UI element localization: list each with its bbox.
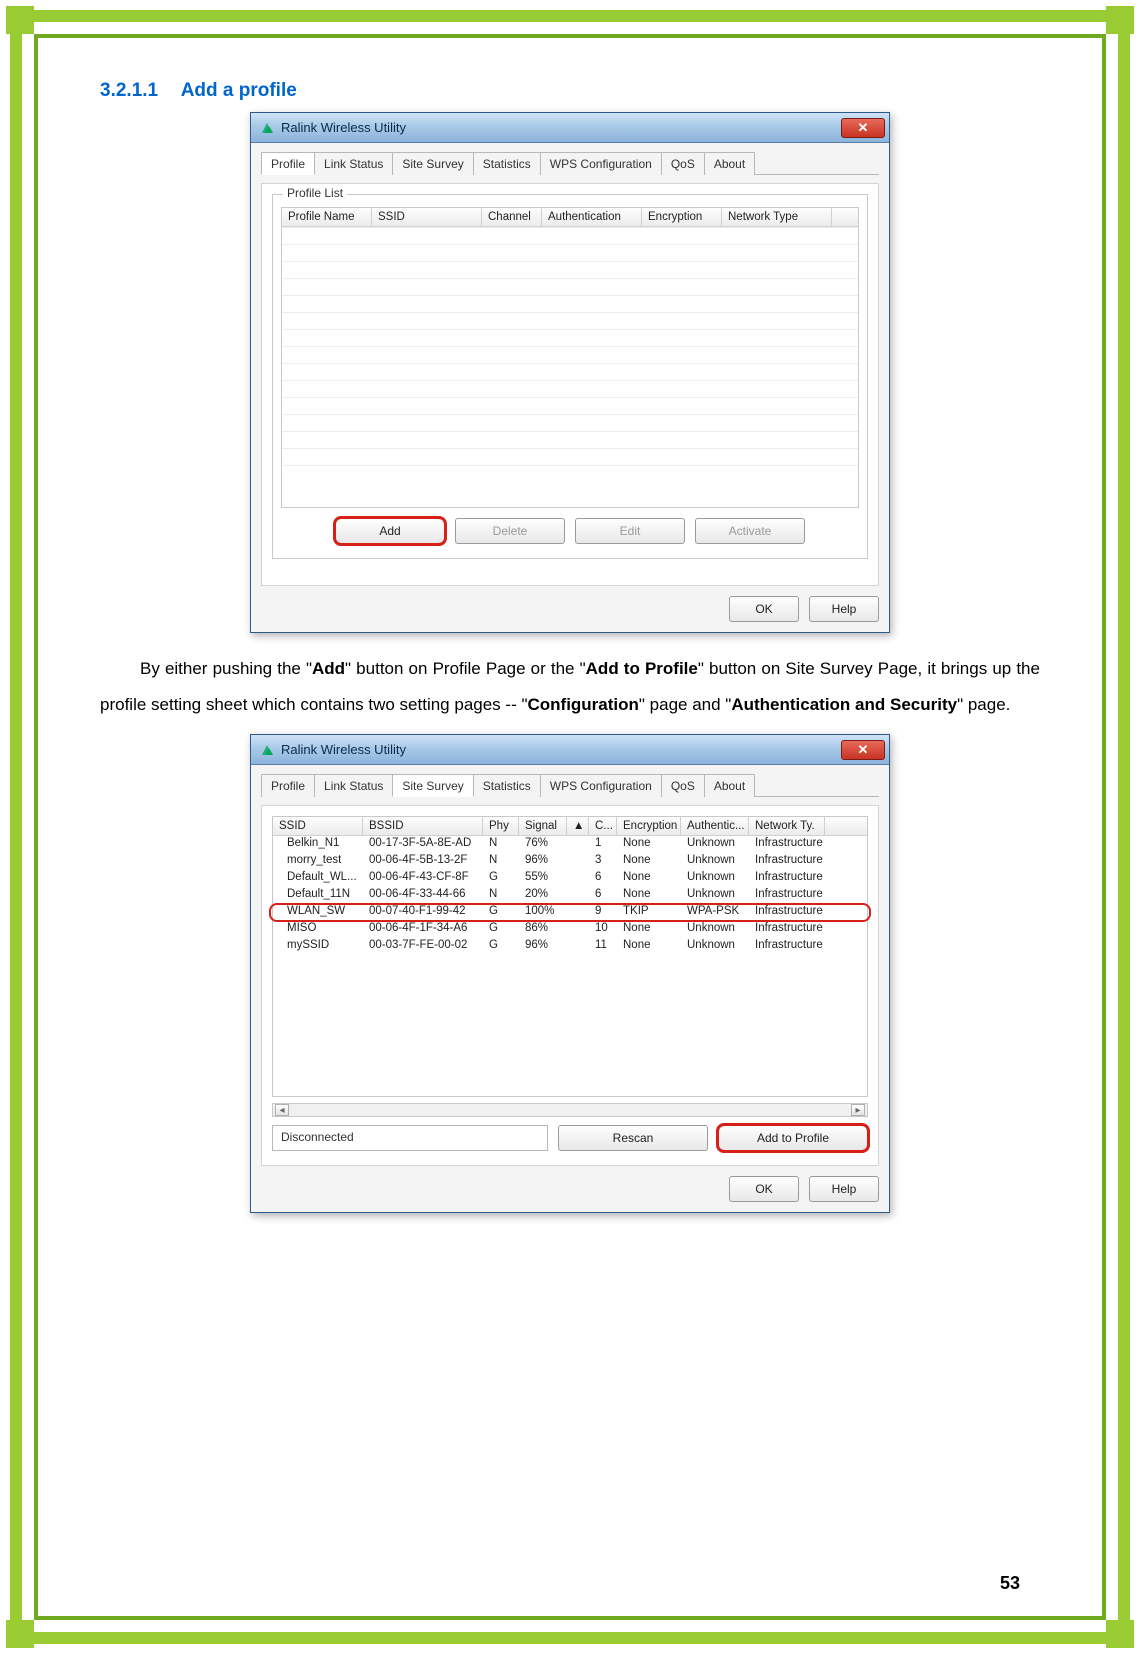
app-icon: [259, 120, 275, 136]
scroll-left-icon[interactable]: ◂: [275, 1104, 289, 1116]
tab-profile[interactable]: Profile: [261, 774, 315, 797]
table-row[interactable]: MISO00-06-4F-1F-34-A6G86%10NoneUnknownIn…: [273, 921, 867, 938]
close-icon: ✕: [858, 742, 869, 758]
edit-button: Edit: [575, 518, 685, 544]
delete-button: Delete: [455, 518, 565, 544]
rescan-button[interactable]: Rescan: [558, 1125, 708, 1151]
tab-site-survey[interactable]: Site Survey: [392, 774, 473, 797]
tab-strip: ProfileLink StatusSite SurveyStatisticsW…: [261, 151, 879, 175]
tab-statistics[interactable]: Statistics: [473, 774, 541, 797]
column-header[interactable]: Encryption: [617, 817, 681, 835]
column-header[interactable]: C...: [589, 817, 617, 835]
profile-list-group: Profile List Profile NameSSIDChannelAuth…: [272, 194, 868, 559]
table-row[interactable]: WLAN_SW00-07-40-F1-99-42G100%9TKIPWPA-PS…: [273, 904, 867, 921]
tab-strip: ProfileLink StatusSite SurveyStatisticsW…: [261, 773, 879, 797]
tab-qos[interactable]: QoS: [661, 152, 705, 175]
close-button[interactable]: ✕: [841, 740, 885, 760]
window-title: Ralink Wireless Utility: [281, 742, 406, 757]
titlebar[interactable]: Ralink Wireless Utility ✕: [251, 735, 889, 765]
column-header[interactable]: ▲: [567, 817, 589, 835]
site-survey-window: Ralink Wireless Utility ✕ ProfileLink St…: [250, 734, 890, 1213]
status-text: Disconnected: [272, 1125, 548, 1151]
column-header[interactable]: SSID: [273, 817, 363, 835]
tab-wps-configuration[interactable]: WPS Configuration: [540, 774, 662, 797]
table-row[interactable]: morry_test00-06-4F-5B-13-2FN96%3NoneUnkn…: [273, 853, 867, 870]
groupbox-label: Profile List: [283, 186, 347, 200]
tab-link-status[interactable]: Link Status: [314, 152, 393, 175]
add-to-profile-button[interactable]: Add to Profile: [718, 1125, 868, 1151]
column-header[interactable]: Encryption: [642, 208, 722, 226]
table-row[interactable]: mySSID00-03-7F-FE-00-02G96%11NoneUnknown…: [273, 938, 867, 955]
help-button[interactable]: Help: [809, 596, 879, 622]
close-icon: ✕: [858, 120, 869, 136]
table-row[interactable]: Default_11N00-06-4F-33-44-66N20%6NoneUnk…: [273, 887, 867, 904]
profile-window: Ralink Wireless Utility ✕ ProfileLink St…: [250, 112, 890, 633]
tab-qos[interactable]: QoS: [661, 774, 705, 797]
column-header[interactable]: SSID: [372, 208, 482, 226]
tab-about[interactable]: About: [704, 774, 755, 797]
body-paragraph: By either pushing the "Add" button on Pr…: [100, 651, 1040, 722]
column-header[interactable]: Channel: [482, 208, 542, 226]
ok-button[interactable]: OK: [729, 1176, 799, 1202]
tab-wps-configuration[interactable]: WPS Configuration: [540, 152, 662, 175]
ok-button[interactable]: OK: [729, 596, 799, 622]
tab-statistics[interactable]: Statistics: [473, 152, 541, 175]
window-title: Ralink Wireless Utility: [281, 120, 406, 135]
section-number: 3.2.1.1: [100, 80, 158, 101]
column-header[interactable]: Phy: [483, 817, 519, 835]
help-button[interactable]: Help: [809, 1176, 879, 1202]
tab-profile[interactable]: Profile: [261, 152, 315, 175]
app-icon: [259, 742, 275, 758]
tab-site-survey[interactable]: Site Survey: [392, 152, 473, 175]
column-header[interactable]: Profile Name: [282, 208, 372, 226]
column-header[interactable]: Authentic...: [681, 817, 749, 835]
scroll-right-icon[interactable]: ▸: [851, 1104, 865, 1116]
section-heading: 3.2.1.1 Add a profile: [100, 80, 1040, 102]
section-title-text: Add a profile: [181, 80, 297, 101]
profile-listview[interactable]: Profile NameSSIDChannelAuthenticationEnc…: [281, 207, 859, 508]
table-row[interactable]: Default_WL...00-06-4F-43-CF-8FG55%6NoneU…: [273, 870, 867, 887]
page-number: 53: [1000, 1573, 1020, 1594]
table-row[interactable]: Belkin_N100-17-3F-5A-8E-ADN76%1NoneUnkno…: [273, 836, 867, 853]
tab-link-status[interactable]: Link Status: [314, 774, 393, 797]
horizontal-scrollbar[interactable]: ◂ ▸: [272, 1103, 868, 1117]
column-header[interactable]: Network Ty.: [749, 817, 825, 835]
site-survey-listview[interactable]: SSIDBSSIDPhySignal▲C...EncryptionAuthent…: [272, 816, 868, 1097]
column-header[interactable]: Signal: [519, 817, 567, 835]
column-header[interactable]: BSSID: [363, 817, 483, 835]
column-header[interactable]: Authentication: [542, 208, 642, 226]
column-header[interactable]: Network Type: [722, 208, 832, 226]
activate-button: Activate: [695, 518, 805, 544]
tab-about[interactable]: About: [704, 152, 755, 175]
close-button[interactable]: ✕: [841, 118, 885, 138]
add-button[interactable]: Add: [335, 518, 445, 544]
titlebar[interactable]: Ralink Wireless Utility ✕: [251, 113, 889, 143]
